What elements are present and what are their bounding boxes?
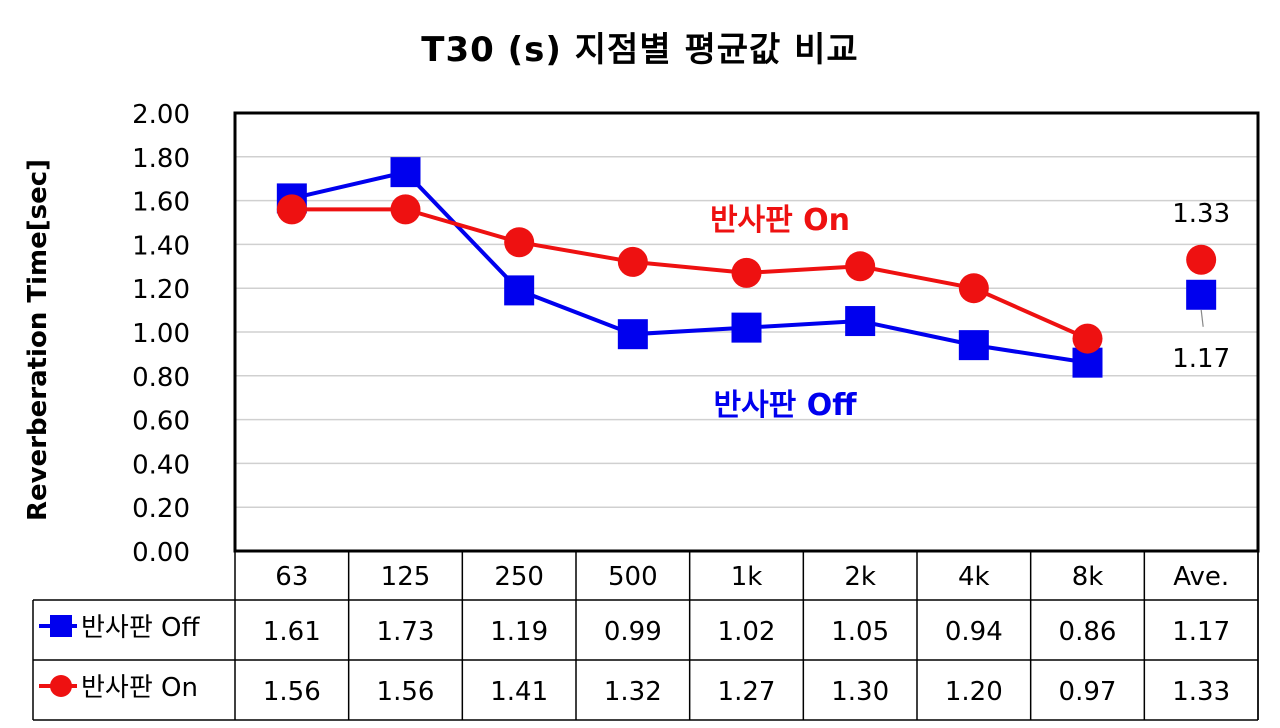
series-line-off — [291, 169, 1088, 365]
table-cell-value: 1.02 — [718, 617, 776, 647]
table-cell-value: 1.30 — [831, 677, 889, 707]
table-cell-value: 1.27 — [718, 677, 776, 707]
x-category-label: 2k — [844, 562, 876, 592]
y-tick-label: 1.80 — [132, 144, 190, 174]
legend-label: 반사판 On — [81, 673, 198, 703]
data-point-off — [845, 306, 876, 337]
y-tick-label: 1.60 — [132, 188, 190, 218]
x-category-label: 8k — [1072, 562, 1104, 592]
data-point-on — [617, 246, 648, 277]
y-tick-label: 0.20 — [132, 494, 190, 524]
data-point-on — [958, 273, 989, 304]
table-cell-value: 0.94 — [945, 617, 1003, 647]
y-tick-label: 0.00 — [132, 538, 190, 568]
data-point-off — [617, 319, 648, 350]
x-category-label: 500 — [608, 562, 658, 592]
table-cell-value: 1.17 — [1172, 617, 1230, 647]
y-tick-label: 1.20 — [132, 275, 190, 305]
x-category-label: 1k — [731, 562, 763, 592]
table-cell-value: 1.32 — [604, 677, 662, 707]
y-axis-label: Reverberation Time[sec] — [23, 159, 53, 521]
data-point-off — [731, 312, 762, 343]
x-category-label: 250 — [494, 562, 544, 592]
annotation-off: 반사판 Off — [713, 388, 857, 423]
legend-marker-circle — [50, 675, 72, 697]
x-category-label: 63 — [275, 562, 308, 592]
x-category-label: 125 — [381, 562, 431, 592]
annotation-on: 반사판 On — [710, 203, 850, 238]
ave-label-on: 1.33 — [1172, 199, 1230, 229]
data-point-on — [1186, 244, 1217, 275]
table-cell-value: 1.73 — [377, 617, 435, 647]
data-point-on — [845, 251, 876, 282]
chart-title: T30 (s) 지점별 평균값 비교 — [421, 30, 859, 70]
table-cell-value: 1.56 — [263, 677, 321, 707]
table-cell-value: 0.97 — [1059, 677, 1117, 707]
series-line-on — [291, 207, 1089, 341]
data-point-on — [276, 194, 307, 225]
plot-frame — [233, 111, 1260, 553]
table-cell-value: 1.61 — [263, 617, 321, 647]
y-tick-label: 2.00 — [132, 100, 190, 130]
table-cell-value: 1.19 — [490, 617, 548, 647]
table-cell-value: 1.56 — [377, 677, 435, 707]
y-tick-label: 1.40 — [132, 231, 190, 261]
ave-leader-line — [1200, 309, 1204, 327]
legend-label: 반사판 Off — [81, 613, 200, 643]
y-tick-label: 1.00 — [132, 319, 190, 349]
table-cell-value: 0.86 — [1059, 617, 1117, 647]
data-point-on — [731, 257, 762, 288]
table-cell-value: 1.41 — [490, 677, 548, 707]
x-category-label: Ave. — [1173, 562, 1229, 592]
y-tick-label: 0.40 — [132, 450, 190, 480]
y-tick-label: 0.80 — [132, 363, 190, 393]
y-tick-label: 0.60 — [132, 407, 190, 437]
x-category-label: 4k — [958, 562, 990, 592]
table-cell-value: 0.99 — [604, 617, 662, 647]
table-cell-value: 1.33 — [1172, 677, 1230, 707]
table-cell-value: 1.05 — [831, 617, 889, 647]
data-point-off — [1186, 279, 1217, 310]
data-point-off — [958, 330, 989, 361]
data-point-on — [1072, 323, 1103, 354]
data-point-off — [390, 157, 421, 188]
data-point-on — [390, 194, 421, 225]
legend-marker-square — [50, 615, 72, 637]
ave-label-off: 1.17 — [1172, 344, 1230, 374]
data-point-off — [504, 275, 535, 306]
table-cell-value: 1.20 — [945, 677, 1003, 707]
data-point-on — [504, 227, 535, 258]
